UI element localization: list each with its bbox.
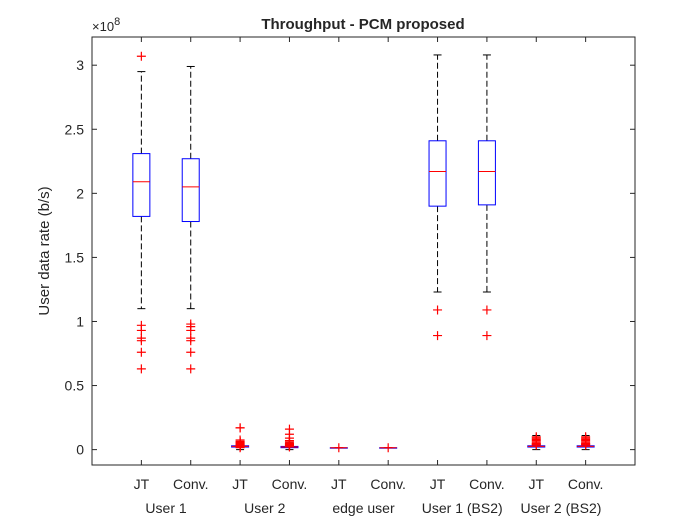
x-tick-label: Conv. — [568, 476, 604, 492]
outlier-point — [482, 331, 492, 341]
plot-area — [91, 36, 636, 466]
iqr-box — [132, 153, 151, 217]
outlier-point — [186, 336, 196, 346]
outlier-point — [334, 443, 344, 453]
x-tick-label: Conv. — [469, 476, 505, 492]
outlier-point — [136, 51, 146, 61]
outlier-point — [284, 442, 294, 452]
outlier-point — [136, 347, 146, 357]
box-user-1-jt — [132, 51, 151, 374]
outlier-point — [482, 305, 492, 315]
x-axis: JT Conv. User 1 JT Conv. User 2 JT Conv. edge us… — [134, 37, 604, 516]
outlier-point — [383, 443, 393, 453]
y-axis: 0 0.5 1 1.5 2 2.5 3 — [65, 57, 635, 458]
iqr-box — [477, 140, 496, 206]
y-tick-label: 1.5 — [65, 249, 85, 265]
outlier-point — [186, 325, 196, 335]
box-series — [132, 51, 595, 453]
box-user-2-bs2--conv — [576, 432, 595, 451]
x-tick-label: Conv. — [173, 476, 209, 492]
x-tick-label: JT — [331, 476, 347, 492]
iqr-box — [428, 140, 447, 207]
x-tick-label: JT — [134, 476, 150, 492]
chart-title: Throughput - PCM proposed — [261, 16, 464, 33]
outlier-point — [235, 443, 245, 453]
outlier-point — [433, 305, 443, 315]
x-tick-label: Conv. — [370, 476, 406, 492]
box-user-1-bs2--jt — [428, 54, 447, 341]
box-edge-user-conv — [379, 443, 398, 453]
box-user-2-bs2--jt — [527, 432, 546, 451]
x-tick-label: Conv. — [272, 476, 308, 492]
box-user-2-conv — [280, 424, 299, 452]
x-group-label: User 2 — [244, 500, 285, 516]
x-group-label: User 1 — [145, 500, 186, 516]
outlier-point — [136, 364, 146, 374]
outlier-point — [531, 440, 541, 450]
y-tick-label: 0 — [76, 442, 84, 458]
y-axis-exponent: ×108 — [92, 16, 120, 34]
outlier-point — [235, 423, 245, 433]
y-tick-label: 0.5 — [65, 378, 85, 394]
outlier-point — [581, 440, 591, 450]
outlier-point — [186, 347, 196, 357]
y-tick-label: 2.5 — [65, 121, 85, 137]
x-tick-label: JT — [528, 476, 544, 492]
x-group-label: User 2 (BS2) — [520, 500, 601, 516]
y-tick-label: 1 — [76, 313, 84, 329]
outlier-point — [136, 336, 146, 346]
outlier-point — [136, 325, 146, 335]
y-tick-label: 2 — [76, 185, 84, 201]
x-tick-label: JT — [430, 476, 446, 492]
box-user-2-jt — [231, 423, 250, 453]
iqr-box — [181, 158, 200, 223]
x-tick-label: JT — [232, 476, 248, 492]
x-group-label: edge user — [332, 500, 395, 516]
y-axis-exponent-power: 8 — [114, 16, 120, 28]
outlier-point — [433, 331, 443, 341]
box-user-1-bs2--conv — [477, 54, 496, 341]
x-group-label: User 1 (BS2) — [422, 500, 503, 516]
y-tick-label: 3 — [76, 57, 84, 73]
box-user-1-conv — [181, 65, 200, 374]
y-axis-exponent-base: ×10 — [92, 19, 114, 34]
box-edge-user-jt — [329, 443, 348, 453]
y-axis-label: User data rate (b/s) — [36, 186, 53, 315]
outlier-point — [186, 364, 196, 374]
